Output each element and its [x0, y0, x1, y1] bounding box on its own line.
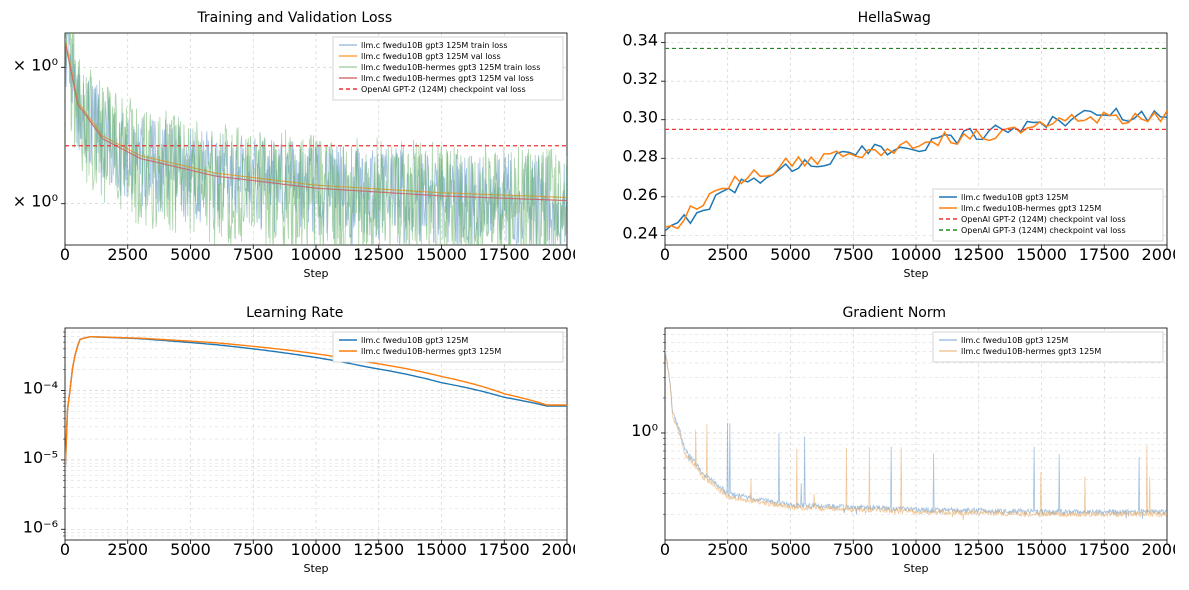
svg-text:3 × 10⁰: 3 × 10⁰ — [10, 192, 58, 211]
svg-text:10⁻⁶: 10⁻⁶ — [23, 517, 58, 536]
svg-text:17500: 17500 — [479, 245, 530, 264]
svg-text:Step: Step — [303, 267, 328, 280]
svg-text:OpenAI GPT-3 (124M) checkpoint: OpenAI GPT-3 (124M) checkpoint val loss — [961, 226, 1126, 235]
chart-grid: Training and Validation Loss 0 2500 5000 75… — [10, 10, 1179, 580]
svg-text:5000: 5000 — [170, 245, 211, 264]
svg-text:15000: 15000 — [416, 245, 467, 264]
svg-text:llm.c fwedu10B gpt3 125M: llm.c fwedu10B gpt3 125M — [961, 336, 1068, 345]
svg-text:0: 0 — [659, 245, 669, 264]
svg-text:llm.c fwedu10B gpt3 125M: llm.c fwedu10B gpt3 125M — [361, 336, 468, 345]
svg-text:5000: 5000 — [770, 245, 811, 264]
svg-text:5000: 5000 — [170, 540, 211, 559]
chart-loss: 0 2500 5000 7500 10000 12500 15000 17500 20000 3 … — [10, 28, 575, 283]
svg-text:0: 0 — [659, 540, 669, 559]
svg-text:10⁰: 10⁰ — [631, 421, 658, 440]
svg-text:10000: 10000 — [291, 245, 342, 264]
panel-hellaswag: HellaSwag 0 2500 5000 7500 10000 12500 15000 17… — [610, 10, 1180, 285]
panel-loss: Training and Validation Loss 0 2500 5000 75… — [10, 10, 580, 285]
svg-text:7500: 7500 — [233, 245, 274, 264]
svg-text:2500: 2500 — [107, 245, 148, 264]
svg-text:llm.c fwedu10B-hermes gpt3 125: llm.c fwedu10B-hermes gpt3 125M — [961, 204, 1101, 213]
svg-text:12500: 12500 — [953, 540, 1004, 559]
svg-text:17500: 17500 — [1078, 540, 1129, 559]
svg-text:llm.c fwedu10B gpt3 125M val l: llm.c fwedu10B gpt3 125M val loss — [361, 52, 501, 61]
chart-gradnorm: 0 2500 5000 7500 10000 12500 15000 17500 20000 10… — [610, 323, 1175, 578]
panel-title: Gradient Norm — [610, 305, 1180, 321]
svg-text:7500: 7500 — [832, 540, 873, 559]
svg-text:17500: 17500 — [1078, 245, 1129, 264]
panel-lr: Learning Rate 0 2500 5000 7500 10000 12500 150… — [10, 305, 580, 580]
svg-text:20000: 20000 — [542, 245, 575, 264]
svg-text:2500: 2500 — [707, 245, 748, 264]
svg-text:OpenAI GPT-2 (124M) checkpoint: OpenAI GPT-2 (124M) checkpoint val loss — [961, 215, 1126, 224]
svg-text:7500: 7500 — [233, 540, 274, 559]
svg-text:0.34: 0.34 — [622, 31, 658, 50]
svg-text:0.30: 0.30 — [622, 108, 658, 127]
svg-text:llm.c fwedu10B-hermes gpt3 125: llm.c fwedu10B-hermes gpt3 125M train lo… — [361, 63, 540, 72]
svg-text:0.24: 0.24 — [622, 223, 658, 242]
panel-title: HellaSwag — [610, 10, 1180, 26]
svg-text:0: 0 — [60, 245, 70, 264]
svg-text:llm.c fwedu10B-hermes gpt3 125: llm.c fwedu10B-hermes gpt3 125M — [961, 347, 1101, 356]
svg-text:10⁻⁵: 10⁻⁵ — [23, 448, 58, 467]
panel-gradnorm: Gradient Norm 0 2500 5000 7500 10000 12500 150… — [610, 305, 1180, 580]
svg-text:OpenAI GPT-2 (124M) checkpoint: OpenAI GPT-2 (124M) checkpoint val loss — [361, 85, 526, 94]
svg-text:0: 0 — [60, 540, 70, 559]
panel-title: Training and Validation Loss — [10, 10, 580, 26]
svg-text:10000: 10000 — [890, 540, 941, 559]
svg-text:2500: 2500 — [107, 540, 148, 559]
svg-text:4 × 10⁰: 4 × 10⁰ — [10, 55, 58, 74]
svg-text:12500: 12500 — [953, 245, 1004, 264]
svg-text:10000: 10000 — [890, 245, 941, 264]
svg-text:20000: 20000 — [1141, 245, 1174, 264]
svg-text:Step: Step — [903, 562, 928, 575]
svg-text:Step: Step — [303, 562, 328, 575]
svg-text:15000: 15000 — [1016, 245, 1067, 264]
svg-text:llm.c fwedu10B-hermes gpt3 125: llm.c fwedu10B-hermes gpt3 125M val loss — [361, 74, 534, 83]
svg-text:Step: Step — [903, 267, 928, 280]
svg-text:5000: 5000 — [770, 540, 811, 559]
svg-text:2500: 2500 — [707, 540, 748, 559]
svg-text:20000: 20000 — [1141, 540, 1174, 559]
svg-text:15000: 15000 — [1016, 540, 1067, 559]
svg-text:llm.c fwedu10B gpt3 125M: llm.c fwedu10B gpt3 125M — [961, 193, 1068, 202]
svg-text:10⁻⁴: 10⁻⁴ — [23, 379, 58, 398]
svg-text:llm.c fwedu10B gpt3 125M train: llm.c fwedu10B gpt3 125M train loss — [361, 41, 507, 50]
chart-hellaswag: 0 2500 5000 7500 10000 12500 15000 17500 20000 0.… — [610, 28, 1175, 283]
svg-text:15000: 15000 — [416, 540, 467, 559]
chart-lr: 0 2500 5000 7500 10000 12500 15000 17500 20000 10… — [10, 323, 575, 578]
svg-text:0.28: 0.28 — [622, 146, 658, 165]
svg-text:10000: 10000 — [291, 540, 342, 559]
svg-text:20000: 20000 — [542, 540, 575, 559]
panel-title: Learning Rate — [10, 305, 580, 321]
svg-text:llm.c fwedu10B-hermes gpt3 125: llm.c fwedu10B-hermes gpt3 125M — [361, 347, 501, 356]
svg-text:0.26: 0.26 — [622, 185, 658, 204]
svg-text:0.32: 0.32 — [622, 69, 658, 88]
svg-text:12500: 12500 — [353, 245, 404, 264]
svg-text:17500: 17500 — [479, 540, 530, 559]
svg-text:12500: 12500 — [353, 540, 404, 559]
svg-text:7500: 7500 — [832, 245, 873, 264]
